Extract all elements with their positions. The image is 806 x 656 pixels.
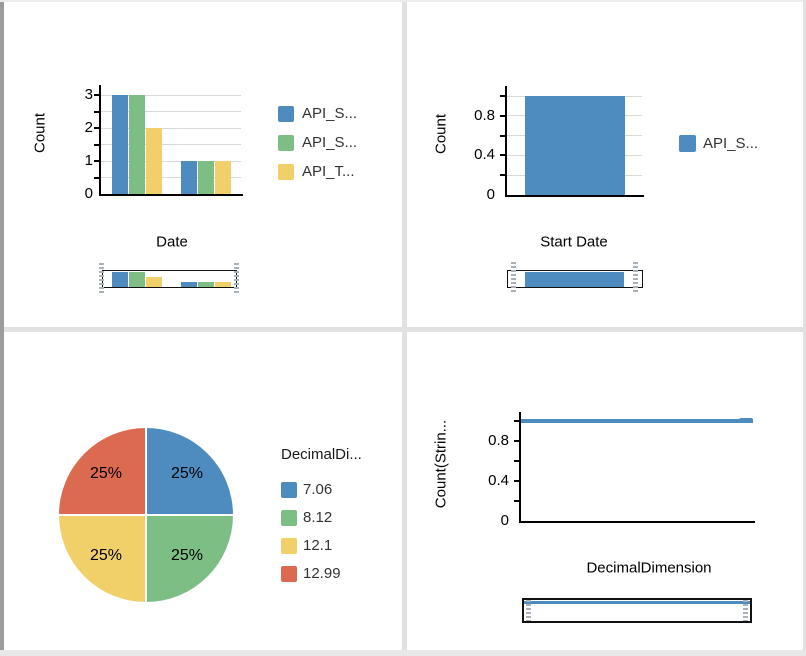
y-tick-label: 0.4 [474, 146, 495, 164]
data-line-end-marker [739, 418, 753, 423]
pie-slice-label: 25% [89, 465, 123, 482]
y-axis-tick [94, 176, 101, 179]
legend-title: DecimalDi... [281, 446, 362, 463]
y-axis-title: Count [31, 112, 49, 154]
bar[interactable] [215, 161, 231, 194]
legend-label[interactable]: API_S... [302, 134, 358, 151]
legend-swatch[interactable] [278, 164, 294, 180]
y-axis-tick [500, 95, 507, 97]
x-axis-line [519, 521, 755, 523]
y-tick-label: 0 [84, 185, 93, 202]
legend-label[interactable]: 7.06 [303, 481, 333, 498]
x-axis-line [505, 195, 644, 197]
brush-handle[interactable] [233, 263, 239, 295]
legend-label[interactable]: 12.99 [303, 565, 341, 582]
y-tick-label: 0 [500, 512, 509, 529]
y-axis-tick [514, 480, 521, 482]
brush-mini-bar [129, 271, 145, 287]
y-tick-label: 1 [84, 152, 93, 169]
panel-divider-horizontal [4, 327, 803, 332]
legend-label[interactable]: API_S... [703, 134, 759, 152]
y-axis-tick [94, 143, 101, 146]
pie-slice-label: 25% [170, 547, 204, 564]
legend-swatch[interactable] [278, 135, 294, 151]
legend-swatch[interactable] [281, 566, 297, 582]
legend-label[interactable]: 12.1 [303, 537, 333, 554]
brush-mini-bar [525, 271, 624, 287]
y-axis-tick [514, 440, 521, 442]
frame-edge-bottom [0, 650, 806, 656]
x-axis-title: DecimalDimension [586, 559, 712, 577]
frame-edge-left [0, 0, 4, 656]
bar[interactable] [146, 128, 162, 194]
bar[interactable] [525, 96, 625, 195]
gridline [101, 144, 241, 145]
y-tick-label: 0.8 [488, 432, 509, 449]
frame-edge-top [0, 0, 806, 2]
legend-swatch[interactable] [281, 538, 297, 554]
y-axis-line [505, 86, 507, 197]
brush-mini-line [524, 601, 750, 604]
brush-handle[interactable] [99, 263, 104, 295]
bar[interactable] [181, 161, 197, 194]
y-axis-line [99, 85, 101, 196]
pie-chart[interactable] [59, 428, 233, 602]
y-tick-label: 0 [486, 186, 495, 203]
y-axis-tick [500, 174, 507, 177]
y-axis-title: Count(Strin... [432, 419, 450, 509]
legend-label[interactable]: 8.12 [303, 509, 333, 526]
y-axis-tick [94, 110, 101, 113]
y-axis-tick [94, 127, 101, 129]
x-axis-title: Date [156, 233, 188, 251]
data-line[interactable] [521, 419, 753, 423]
bar[interactable] [112, 95, 128, 194]
y-axis-line [519, 412, 521, 523]
gridline [101, 160, 241, 162]
brush-handle[interactable] [633, 262, 638, 294]
gridline [101, 111, 241, 112]
y-tick-label: 2 [84, 119, 93, 136]
brush-mini-bar [146, 276, 162, 287]
y-axis-tick [94, 94, 101, 96]
panel-divider-vertical [402, 2, 407, 650]
x-axis-line [99, 194, 243, 196]
frame-edge-right [803, 0, 806, 656]
gridline [101, 177, 241, 178]
y-axis-tick [500, 134, 507, 137]
y-axis-tick [514, 460, 521, 462]
x-axis-title: Start Date [540, 233, 608, 251]
legend-swatch[interactable] [278, 106, 294, 122]
y-tick-label: 0.8 [474, 106, 495, 124]
gridline [101, 127, 241, 129]
legend-swatch[interactable] [281, 482, 297, 498]
bar[interactable] [129, 95, 145, 194]
y-axis-tick [514, 500, 521, 502]
legend-label[interactable]: API_T... [302, 163, 355, 180]
legend-swatch[interactable] [281, 510, 297, 526]
legend-swatch[interactable] [679, 135, 696, 152]
pie-slice-separator-horizontal [59, 514, 233, 516]
y-axis-tick [94, 160, 101, 162]
y-axis-tick [500, 114, 507, 117]
y-axis-tick [500, 154, 507, 157]
brush-mini-bar [198, 281, 214, 287]
brush-mini-bar [215, 281, 231, 287]
brush-mini-bar [181, 281, 197, 287]
pie-slice-label: 25% [89, 547, 123, 564]
brush-handle[interactable] [511, 262, 516, 294]
brush-handle[interactable] [742, 600, 748, 621]
y-tick-label: 0.4 [488, 472, 509, 489]
brush-handle[interactable] [525, 600, 531, 621]
y-axis-title: Count [432, 113, 450, 155]
gridline [101, 94, 241, 96]
pie-slice-label: 25% [170, 465, 204, 482]
brush-mini-bar [112, 271, 128, 287]
bar[interactable] [198, 161, 214, 194]
y-tick-label: 3 [84, 86, 93, 103]
legend-label[interactable]: API_S... [302, 105, 358, 122]
y-axis-tick [514, 420, 521, 422]
